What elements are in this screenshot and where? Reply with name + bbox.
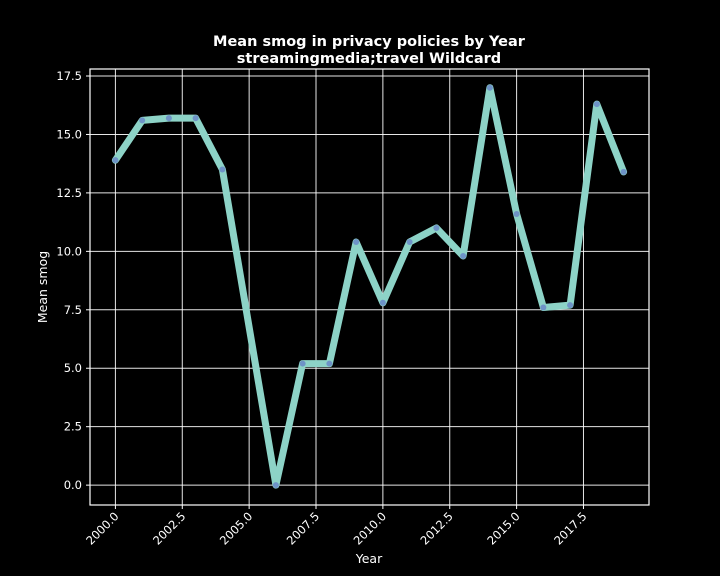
data-point <box>460 253 467 260</box>
x-tick-label: 2002.5 <box>150 509 188 547</box>
data-point <box>593 101 600 108</box>
x-tick-label: 2017.5 <box>551 509 589 547</box>
data-point <box>139 117 146 124</box>
x-tick-label: 2012.5 <box>418 509 456 547</box>
x-tick-label: 2000.0 <box>83 509 121 547</box>
tick-labels: 2000.0 2002.5 2005.0 2007.5 2010.0 2012.5 2015… <box>56 69 589 548</box>
y-tick-label: 5.0 <box>64 361 82 375</box>
plot-frame <box>89 68 650 506</box>
data-point <box>433 224 440 231</box>
grid <box>90 69 649 505</box>
x-tick-label: 2005.0 <box>217 509 255 547</box>
data-point <box>567 302 574 309</box>
data-point <box>299 360 306 367</box>
data-point <box>406 238 413 245</box>
data-point <box>219 166 226 173</box>
data-point <box>112 157 119 164</box>
y-tick-label: 10.0 <box>56 244 82 258</box>
series-line <box>111 84 628 489</box>
data-point <box>540 304 547 311</box>
y-tick-label: 7.5 <box>64 303 82 317</box>
y-tick-label: 2.5 <box>64 420 82 434</box>
data-point <box>192 115 199 122</box>
data-point <box>326 360 333 367</box>
data-point <box>272 482 279 489</box>
y-tick-label: 17.5 <box>56 69 82 83</box>
x-tick-label: 2010.0 <box>351 509 389 547</box>
data-point <box>165 115 172 122</box>
data-point <box>379 299 386 306</box>
plot-area <box>111 84 628 489</box>
y-tick-label: 0.0 <box>64 478 82 492</box>
chart-title-line-1: Mean smog in privacy policies by Year <box>213 34 526 50</box>
data-point <box>513 210 520 217</box>
y-tick-label: 12.5 <box>56 186 82 200</box>
x-tick-label: 2015.0 <box>484 509 522 547</box>
x-axis-label: Year <box>355 551 383 566</box>
y-axis-label: Mean smog <box>35 251 50 323</box>
y-tick-label: 15.0 <box>56 127 82 141</box>
data-point <box>620 168 627 175</box>
x-tick-label: 2007.5 <box>284 509 322 547</box>
chart-title-line-2: streamingmedia;travel Wildcard <box>237 51 501 67</box>
data-point <box>353 238 360 245</box>
data-point <box>486 84 493 91</box>
